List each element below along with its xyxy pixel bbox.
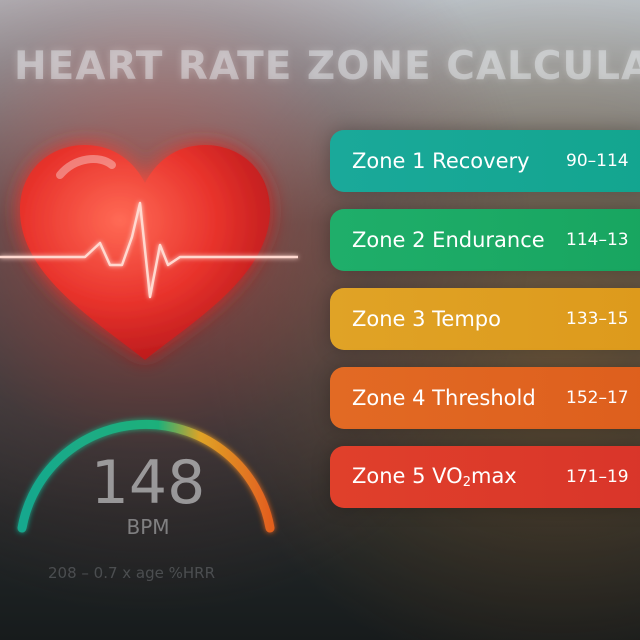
zone-range: 171–19	[566, 467, 629, 487]
zone-label: Zone 5 VO2max	[352, 464, 517, 490]
zone-5-card[interactable]: Zone 5 VO2max 171–19	[330, 446, 640, 508]
zone-label-prefix: Zone 5 VO	[352, 464, 463, 488]
zone-label: Zone 1 Recovery	[352, 149, 530, 173]
zone-label: Zone 4 Threshold	[352, 386, 536, 410]
gauge-track	[17, 419, 275, 533]
zone-range: 133–15	[566, 309, 629, 329]
zone-label-subscript: 2	[462, 475, 471, 490]
zone-1-card[interactable]: Zone 1 Recovery 90–114	[330, 130, 640, 192]
zone-range: 152–17	[566, 388, 629, 408]
zone-range: 114–13	[566, 230, 629, 250]
ecg-line-icon	[0, 201, 298, 299]
zone-3-card[interactable]: Zone 3 Tempo 133–15	[330, 288, 640, 350]
formula-text: 208 – 0.7 x age %HRR	[48, 564, 216, 582]
page-title: HEART RATE ZONE CALCULATOR	[14, 44, 640, 89]
bpm-unit: BPM	[126, 515, 170, 539]
zone-label-suffix: max	[470, 464, 517, 488]
bpm-gauge	[0, 380, 300, 550]
zone-label: Zone 2 Endurance	[352, 228, 545, 252]
zone-2-card[interactable]: Zone 2 Endurance 114–13	[330, 209, 640, 271]
zone-range: 90–114	[566, 151, 629, 171]
bpm-value: 148	[90, 448, 206, 518]
zone-label: Zone 3 Tempo	[352, 307, 501, 331]
heart-icon	[0, 125, 310, 375]
zone-4-card[interactable]: Zone 4 Threshold 152–17	[330, 367, 640, 429]
zone-list: Zone 1 Recovery 90–114 Zone 2 Endurance …	[330, 130, 640, 525]
